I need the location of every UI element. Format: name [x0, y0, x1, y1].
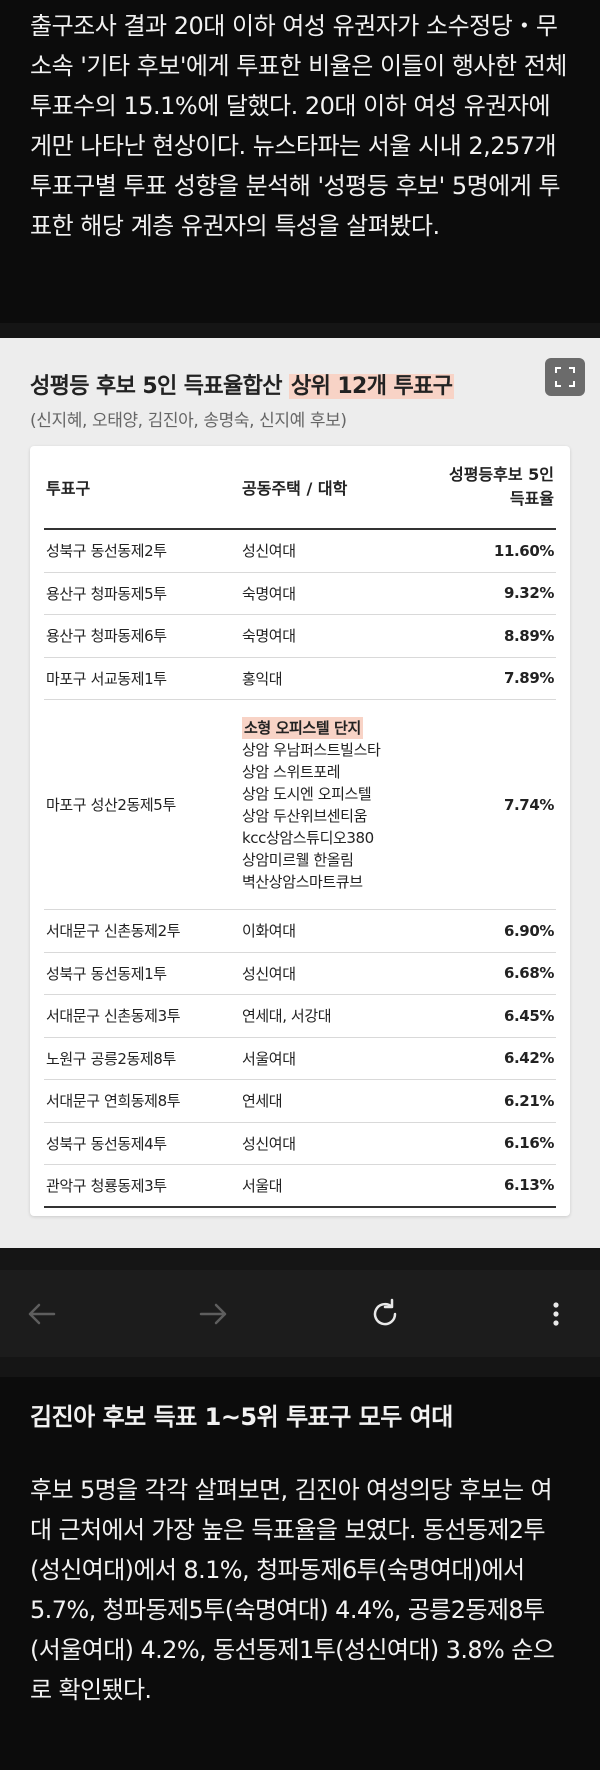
- cell-district: 마포구 서교동제1투: [46, 669, 167, 688]
- cell-district: 관악구 청룡동제3투: [46, 1176, 167, 1195]
- table-card-section: 성평등 후보 5인 득표율합산 상위 12개 투표구 (신지혜, 오태양, 김진…: [0, 338, 600, 1248]
- article-section: 김진아 후보 득표 1~5위 투표구 모두 여대 후보 5명을 각각 살펴보면,…: [0, 1377, 600, 1770]
- cell-rate: 6.45%: [503, 1006, 554, 1025]
- place-line: 상암 스위트포레: [242, 762, 341, 781]
- place-line: 상암 우남퍼스트빌스타: [242, 740, 381, 759]
- arrow-right-icon: [199, 1303, 227, 1325]
- cell-place: 숙명여대: [242, 584, 296, 603]
- cell-rate: 6.13%: [503, 1176, 554, 1195]
- expand-icon: [555, 367, 575, 387]
- intro-text: 출구조사 결과 20대 이하 여성 유권자가 소수정당・무소속 '기타 후보'에…: [30, 12, 567, 240]
- reload-icon: [373, 1298, 397, 1326]
- cell-place: 성신여대: [242, 1134, 296, 1153]
- place-line: 벽산상암스마트큐브: [242, 872, 363, 891]
- cell-place: 연세대, 서강대: [242, 1007, 332, 1026]
- cell-district: 성북구 동선동제4투: [46, 1134, 167, 1153]
- place-line: 상암미르웰 한올림: [242, 850, 354, 869]
- forward-button[interactable]: [193, 1294, 233, 1334]
- cell-district: 성북구 동선동제2투: [46, 542, 167, 561]
- expand-button[interactable]: [545, 358, 585, 396]
- place-highlight: 소형 오피스텔 단지: [242, 716, 363, 739]
- back-button[interactable]: [22, 1294, 62, 1334]
- table-row: 마포구 서교동제1투 홍익대 7.89%: [44, 658, 556, 700]
- table-row: 용산구 청파동제6투 숙명여대 8.89%: [44, 615, 556, 658]
- cell-district: 서대문구 신촌동제3투: [46, 1007, 181, 1026]
- table-row: 성북구 동선동제1투 성신여대 6.68%: [44, 953, 556, 995]
- place-line: 상암 도시엔 오피스텔: [242, 784, 372, 803]
- table-row: 마포구 성산2동제5투 소형 오피스텔 단지 상암 우남퍼스트빌스타 상암 스위…: [44, 700, 556, 910]
- card-title: 성평등 후보 5인 득표율합산 상위 12개 투표구: [30, 368, 455, 400]
- menu-button[interactable]: [536, 1294, 576, 1334]
- article-heading: 김진아 후보 득표 1~5위 투표구 모두 여대: [30, 1403, 453, 1431]
- cell-rate: 6.90%: [503, 921, 554, 940]
- cell-place: 서울대: [242, 1176, 283, 1195]
- table-row: 관악구 청룡동제3투 서울대 6.13%: [44, 1165, 556, 1208]
- cell-rate: 9.32%: [503, 584, 554, 603]
- cell-place-list: 소형 오피스텔 단지 상암 우남퍼스트빌스타 상암 스위트포레 상암 도시엔 오…: [242, 716, 438, 893]
- divider: [0, 323, 600, 338]
- cell-rate: 11.60%: [493, 541, 554, 560]
- cell-rate: 6.68%: [503, 964, 554, 983]
- place-line: kcc상암스튜디오380: [242, 828, 374, 847]
- cell-place: 성신여대: [242, 542, 296, 561]
- header-rate-line2: 득표율: [509, 489, 554, 508]
- cell-rate: 8.89%: [503, 626, 554, 645]
- table-row: 성북구 동선동제4투 성신여대 6.16%: [44, 1123, 556, 1165]
- divider: [0, 1248, 600, 1270]
- table-row: 서대문구 신촌동제3투 연세대, 서강대 6.45%: [44, 995, 556, 1038]
- cell-rate: 6.42%: [503, 1049, 554, 1068]
- cell-place: 홍익대: [242, 669, 283, 688]
- cell-district: 서대문구 연희동제8투: [46, 1092, 181, 1111]
- header-place: 공동주택 / 대학: [242, 479, 348, 498]
- cell-place: 서울여대: [242, 1049, 296, 1068]
- cell-rate: 6.16%: [503, 1134, 554, 1153]
- cell-district: 용산구 청파동제5투: [46, 584, 167, 603]
- more-vertical-icon: [553, 1302, 559, 1326]
- arrow-left-icon: [28, 1303, 56, 1325]
- card-title-highlight: 상위 12개 투표구: [289, 374, 455, 399]
- cell-place: 연세대: [242, 1092, 283, 1111]
- cell-place: 성신여대: [242, 964, 296, 983]
- cell-rate: 7.74%: [503, 795, 554, 814]
- table-row: 용산구 청파동제5투 숙명여대 9.32%: [44, 573, 556, 615]
- table-row: 서대문구 연희동제8투 연세대 6.21%: [44, 1080, 556, 1123]
- place-line: 상암 두산위브센티움: [242, 806, 367, 825]
- header-district: 투표구: [46, 479, 91, 498]
- cell-district: 노원구 공릉2동제8투: [46, 1049, 176, 1068]
- card-title-plain: 성평등 후보 5인 득표율합산: [30, 374, 289, 399]
- table-row: 성북구 동선동제2투 성신여대 11.60%: [44, 530, 556, 573]
- cell-place: 숙명여대: [242, 627, 296, 646]
- cell-district: 용산구 청파동제6투: [46, 627, 167, 646]
- article-body: 후보 5명을 각각 살펴보면, 김진아 여성의당 후보는 여대 근처에서 가장 …: [30, 1476, 555, 1704]
- divider: [0, 1357, 600, 1377]
- header-rate-line1: 성평등후보 5인: [448, 465, 554, 484]
- table-row: 노원구 공릉2동제8투 서울여대 6.42%: [44, 1038, 556, 1080]
- cell-district: 마포구 성산2동제5투: [46, 796, 176, 814]
- cell-district: 성북구 동선동제1투: [46, 964, 167, 983]
- reload-button[interactable]: [365, 1294, 405, 1334]
- cell-district: 서대문구 신촌동제2투: [46, 922, 181, 941]
- cell-rate: 6.21%: [503, 1091, 554, 1110]
- table-row: 서대문구 신촌동제2투 이화여대 6.90%: [44, 910, 556, 953]
- cell-rate: 7.89%: [503, 669, 554, 688]
- browser-navbar: [0, 1270, 600, 1357]
- card-subtitle: (신지혜, 오태양, 김진아, 송명숙, 신지예 후보): [30, 411, 347, 431]
- intro-section: 출구조사 결과 20대 이하 여성 유권자가 소수정당・무소속 '기타 후보'에…: [0, 0, 600, 323]
- cell-place: 이화여대: [242, 922, 296, 941]
